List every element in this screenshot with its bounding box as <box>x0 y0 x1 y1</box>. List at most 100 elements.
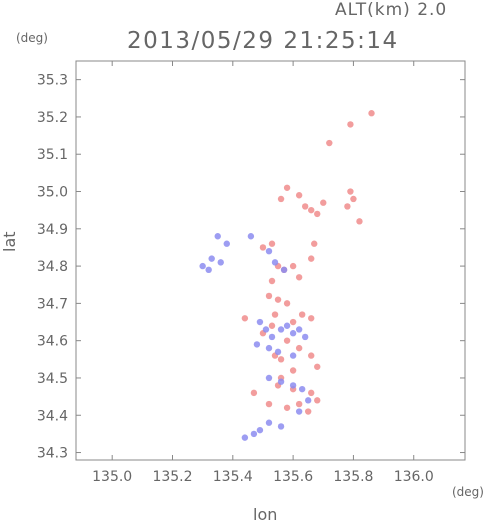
data-point <box>308 206 315 214</box>
y-tick-label: 34.6 <box>37 334 68 350</box>
y-axis-ticks: 34.3 34.4 34.5 34.6 34.7 34.8 34.9 35.0 35.1 35.2… <box>37 73 465 462</box>
x-tick-label: 135.0 <box>92 469 132 485</box>
data-point <box>308 255 315 262</box>
data-point <box>308 352 315 359</box>
x-tick-label: 135.4 <box>213 469 253 485</box>
timestamp-title: 2013/05/29 21:25:14 <box>127 28 399 54</box>
data-point <box>344 203 351 210</box>
data-point <box>247 233 255 240</box>
x-tick-label: 135.6 <box>273 469 313 485</box>
data-point <box>250 430 258 438</box>
y-tick-label: 34.3 <box>37 446 68 462</box>
data-point <box>268 240 276 247</box>
data-point <box>274 348 282 356</box>
altitude-label: ALT(km) 2.0 <box>335 0 448 20</box>
data-point <box>256 318 264 326</box>
x-axis-unit: (deg) <box>452 485 484 499</box>
x-axis-ticks: 135.0 135.2 135.4 135.6 135.8 136.0 <box>92 61 434 485</box>
data-point <box>301 203 309 210</box>
data-point <box>217 259 224 266</box>
data-point <box>268 277 276 285</box>
data-point <box>283 300 291 307</box>
data-point <box>205 266 212 274</box>
data-point <box>295 408 303 415</box>
x-tick-label: 135.8 <box>333 469 373 485</box>
data-point <box>277 356 285 363</box>
data-point <box>289 382 297 389</box>
data-point <box>295 400 303 408</box>
y-tick-label: 34.5 <box>37 371 68 387</box>
data-point <box>265 344 273 352</box>
data-point <box>265 374 273 382</box>
y-tick-label: 34.8 <box>37 259 68 275</box>
x-tick-label: 136.0 <box>394 469 434 485</box>
data-point <box>295 274 303 281</box>
data-points <box>199 110 375 441</box>
data-point <box>265 247 273 255</box>
y-tick-label: 34.9 <box>37 222 68 238</box>
data-point <box>250 389 258 397</box>
data-point <box>241 434 249 441</box>
data-point <box>283 184 291 191</box>
data-point <box>208 255 215 262</box>
data-point <box>308 315 315 322</box>
data-point <box>308 389 315 397</box>
data-point <box>368 110 375 117</box>
y-tick-label: 35.1 <box>37 147 68 163</box>
data-point <box>277 195 285 203</box>
data-point <box>223 240 230 247</box>
data-point <box>199 262 206 270</box>
data-point <box>277 326 285 333</box>
data-point <box>304 408 312 415</box>
data-point <box>289 262 297 270</box>
y-axis-unit: (deg) <box>16 31 48 45</box>
data-point <box>326 139 333 147</box>
data-point <box>295 344 303 352</box>
data-point <box>280 266 288 274</box>
data-point <box>289 318 297 326</box>
data-point <box>356 218 363 225</box>
data-point <box>289 330 297 337</box>
data-point <box>311 240 318 247</box>
data-point <box>283 322 291 329</box>
data-point <box>271 259 279 266</box>
data-point <box>241 315 249 322</box>
data-point <box>283 337 291 344</box>
data-point <box>314 363 321 370</box>
x-axis-label: lon <box>253 505 278 524</box>
data-point <box>314 397 321 404</box>
data-point <box>253 341 261 348</box>
data-point <box>262 326 270 333</box>
y-tick-label: 34.4 <box>37 408 68 424</box>
data-point <box>283 404 291 411</box>
data-point <box>277 378 285 385</box>
data-point <box>265 292 273 300</box>
data-point <box>301 333 309 341</box>
data-point <box>214 233 221 240</box>
data-point <box>256 426 264 434</box>
data-point <box>265 419 273 426</box>
plot-frame <box>75 60 466 461</box>
data-point <box>347 188 354 195</box>
data-point <box>295 326 303 333</box>
data-point <box>320 199 327 206</box>
data-point <box>274 296 282 303</box>
data-point <box>347 121 354 128</box>
data-point <box>271 311 279 318</box>
data-point <box>295 192 303 199</box>
data-point <box>350 195 357 203</box>
data-point <box>314 210 321 218</box>
y-tick-label: 35.2 <box>37 110 68 126</box>
y-tick-label: 35.0 <box>37 185 68 201</box>
x-tick-label: 135.2 <box>152 469 192 485</box>
data-point <box>277 423 285 430</box>
data-point <box>268 322 276 329</box>
data-point <box>289 352 297 359</box>
data-point <box>298 385 306 393</box>
data-point <box>268 333 276 341</box>
data-point <box>259 244 267 251</box>
y-tick-label: 35.3 <box>37 73 68 89</box>
data-point <box>289 367 297 374</box>
data-point <box>304 397 312 404</box>
